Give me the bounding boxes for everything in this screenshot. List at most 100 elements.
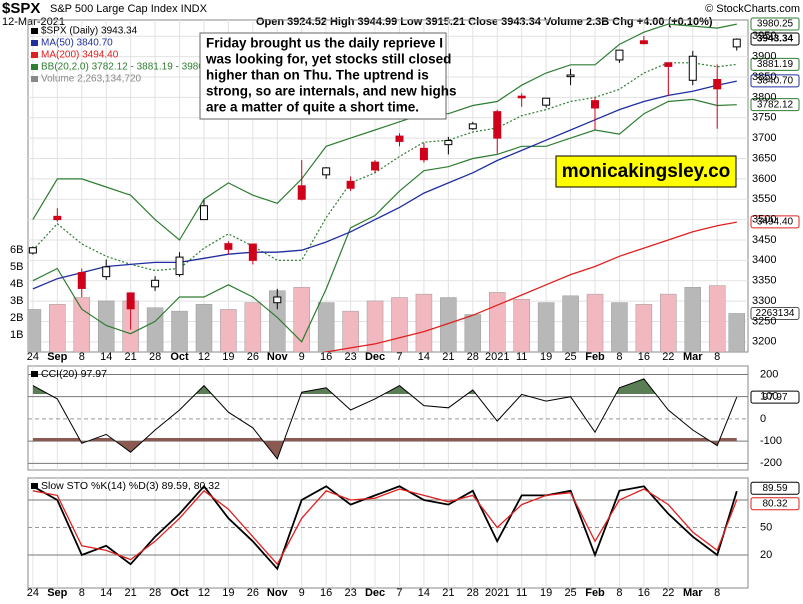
x-tick-label: Feb: [585, 351, 605, 363]
y-tick-label: 3900: [752, 51, 776, 63]
x-tick-label: 7: [396, 587, 402, 599]
x-tick-label: 19: [222, 351, 234, 363]
annotation-line: was looking for, yet stocks still closed: [205, 52, 451, 67]
candle-body: [346, 180, 355, 189]
x-tick-label: Mar: [683, 587, 703, 599]
volume-bar: [728, 313, 746, 352]
y-tick-label: -200: [760, 457, 782, 469]
y-tick-label: 3850: [752, 71, 776, 83]
y-tick-label: 3650: [752, 152, 776, 164]
moving-average: [322, 221, 737, 352]
volume-tick-label: 6B: [10, 244, 23, 256]
x-tick-label: 7: [396, 351, 402, 363]
value-tag: [750, 481, 800, 495]
value-tag: [750, 497, 800, 511]
volume-bar: [317, 302, 335, 352]
volume-bar: [611, 302, 628, 352]
sto-panel: [27, 477, 749, 589]
x-tick-label: 21: [125, 351, 137, 363]
candle-body: [224, 243, 233, 250]
value-tag: [750, 98, 800, 112]
legend-swatch: [31, 76, 38, 82]
candle-body: [273, 296, 282, 304]
x-tick-label: 24: [27, 351, 39, 363]
x-tick-label: 2021: [485, 587, 509, 599]
candle-body: [664, 62, 673, 67]
volume-bar: [684, 287, 702, 352]
x-tick-label: 16: [320, 587, 332, 599]
volume-bar: [195, 304, 213, 352]
x-tick-label: 16: [638, 587, 650, 599]
volume-bar: [488, 292, 506, 352]
y-tick-label: 200: [760, 368, 778, 380]
candle-body: [732, 38, 741, 48]
volume-bar: [366, 300, 384, 352]
volume-bar: [660, 293, 677, 352]
candle-body: [591, 100, 600, 109]
x-tick-label: 28: [467, 351, 479, 363]
volume-bar: [293, 287, 310, 352]
stats: Open 3924.52 High 3944.99 Low 3915.21 Cl…: [256, 16, 713, 28]
x-tick-label: Dec: [365, 587, 385, 599]
x-tick-label: Sep: [47, 351, 67, 363]
date: 12-Mar-2021: [2, 16, 65, 28]
cci-panel: [27, 365, 749, 471]
candle-body: [566, 74, 575, 78]
x-tick-label: 25: [564, 587, 576, 599]
volume-tick-label: 3B: [10, 295, 23, 307]
y-tick-label: 3700: [752, 132, 776, 144]
x-tick-label: 16: [638, 351, 650, 363]
volume-bar: [635, 304, 653, 352]
legend-swatch: [31, 52, 38, 58]
volume-bar: [49, 304, 66, 352]
cci-fill: [32, 438, 737, 459]
x-tick-label: 14: [418, 587, 430, 599]
x-tick-label: 28: [149, 351, 161, 363]
volume-bar: [220, 309, 237, 352]
x-tick-label: 14: [100, 587, 112, 599]
candle-body: [371, 161, 380, 171]
candle-body: [395, 135, 404, 142]
x-tick-label: 19: [222, 587, 234, 599]
volume-bar: [244, 302, 262, 352]
value-tag: [750, 74, 800, 88]
panel-title: CCI(20) 97.97: [41, 368, 107, 380]
y-tick-label: 3300: [752, 295, 776, 307]
legend-swatch: [31, 64, 38, 70]
candle-body: [77, 272, 86, 289]
cci-fill-group: [32, 438, 737, 459]
value-tag-label: 80.32: [762, 498, 787, 509]
legend-swatch: [31, 28, 38, 34]
volume-tick-label: 5B: [10, 261, 23, 273]
candle-body: [199, 205, 208, 221]
candle-body: [419, 147, 428, 161]
volume-bar: [586, 293, 604, 352]
watermark: monicakingsley.co: [555, 155, 737, 188]
annotation-line: Friday brought us the daily reprieve I: [206, 36, 443, 51]
legend-label: Volume 2,263,134,720: [41, 74, 142, 85]
x-tick-label: 28: [467, 587, 479, 599]
subtitle: S&P 500 Large Cap Index INDX: [50, 3, 208, 15]
y-tick-label: 3400: [752, 254, 776, 266]
annotation-line: higher than on Thu. The uptrend is: [206, 68, 429, 83]
value-tag-label: 3782.12: [757, 99, 794, 110]
x-tick-label: 16: [320, 351, 332, 363]
volume-bar: [28, 309, 42, 352]
x-tick-label: Dec: [365, 351, 385, 363]
x-tick-label: Sep: [47, 587, 67, 599]
candle-body: [615, 49, 624, 61]
x-tick-label: Oct: [170, 351, 189, 363]
legend-label: MA(50) 3840.70: [41, 38, 113, 49]
bollinger-middle: [32, 62, 737, 272]
x-tick-label: 8: [714, 351, 720, 363]
y-tick-label: 3200: [752, 336, 776, 348]
value-tag: [750, 306, 800, 320]
symbol: $SPX: [2, 0, 40, 17]
cci-line: [32, 378, 738, 460]
volume-bar: [97, 300, 115, 352]
candle-body: [175, 256, 184, 276]
x-tick-label: 8: [616, 351, 622, 363]
volume-bar: [537, 302, 555, 352]
y-tick-label: 3450: [752, 234, 776, 246]
y-tick-label: 3550: [752, 193, 776, 205]
